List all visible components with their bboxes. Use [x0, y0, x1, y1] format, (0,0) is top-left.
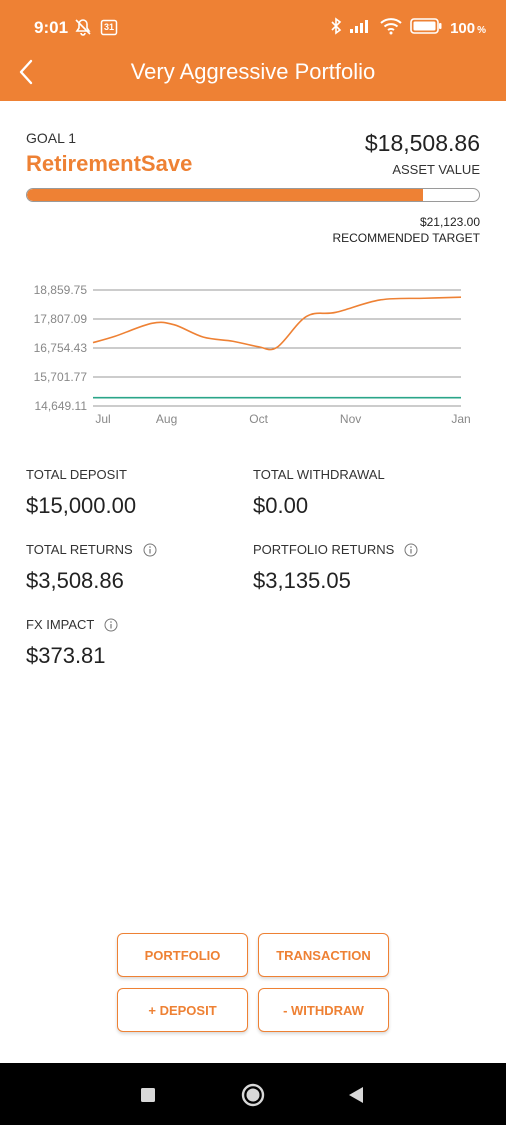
battery-icon — [410, 18, 442, 38]
total-withdrawal-value: $0.00 — [253, 493, 309, 518]
circle-icon — [241, 1083, 265, 1107]
recents-button[interactable] — [140, 1087, 156, 1108]
y-tick-label: 18,859.75 — [34, 283, 88, 297]
y-tick-label: 14,649.11 — [35, 399, 88, 413]
portfolio-returns-value: $3,135.05 — [253, 568, 351, 593]
y-tick-label: 17,807.09 — [34, 312, 88, 326]
goal-label: GOAL 1 — [26, 130, 77, 146]
page-title: Very Aggressive Portfolio — [130, 59, 376, 84]
goal-name: RetirementSave — [26, 151, 193, 176]
signal-icon — [350, 18, 372, 38]
portfolio-value-line — [92, 296, 462, 351]
total-deposit-value: $15,000.00 — [26, 493, 137, 518]
x-tick-label: Oct — [249, 412, 268, 426]
back-nav-button[interactable] — [348, 1086, 364, 1109]
total-withdrawal-label: TOTAL WITHDRAWAL — [253, 467, 385, 482]
total-returns-value: $3,508.86 — [26, 568, 124, 593]
portfolio-button[interactable]: PORTFOLIO — [117, 933, 248, 977]
withdraw-button[interactable]: - WITHDRAW — [258, 988, 389, 1032]
x-tick-label: Nov — [340, 412, 361, 426]
x-tick-label: Jul — [95, 412, 110, 426]
calendar-day: 31 — [103, 22, 114, 32]
battery-level: 100% — [450, 19, 486, 37]
info-icon[interactable] — [104, 618, 118, 632]
wifi-icon — [380, 17, 402, 39]
square-icon — [141, 1088, 155, 1102]
goal-progress-fill — [27, 189, 423, 201]
status-bar: 9:01 31 100% — [0, 0, 506, 52]
portfolio-line-chart: 18,859.75 17,807.09 16,754.43 15,701.77 14,6… — [34, 283, 471, 426]
status-time: 9:01 — [34, 18, 69, 37]
transaction-button[interactable]: TRANSACTION — [258, 933, 389, 977]
x-tick-label: Aug — [156, 412, 177, 426]
bluetooth-icon — [330, 17, 342, 39]
portfolio-chart[interactable]: 18,859.75 17,807.09 16,754.43 15,701.77 14,6… — [0, 276, 506, 436]
recommended-target-value: $21,123.00 — [419, 215, 480, 229]
asset-value-label: ASSET VALUE — [392, 162, 480, 177]
goal-progress-bar — [26, 188, 480, 202]
app-header: 9:01 31 100% — [0, 0, 506, 101]
home-button[interactable] — [241, 1083, 265, 1112]
system-nav-bar — [0, 1063, 506, 1125]
back-button[interactable] — [12, 54, 40, 90]
notifications-muted-icon — [74, 18, 92, 41]
recommended-target-label: RECOMMENDED TARGET — [332, 231, 480, 245]
calendar-icon: 31 — [100, 18, 118, 36]
total-returns-label: TOTAL RETURNS — [26, 542, 157, 557]
y-tick-label: 15,701.77 — [34, 370, 88, 384]
x-tick-label: Jan — [451, 412, 470, 426]
portfolio-returns-label: PORTFOLIO RETURNS — [253, 542, 418, 557]
triangle-back-icon — [349, 1087, 363, 1103]
deposit-button[interactable]: + DEPOSIT — [117, 988, 248, 1032]
battery-unit: % — [477, 24, 486, 36]
info-icon[interactable] — [143, 543, 157, 557]
total-deposit-label: TOTAL DEPOSIT — [26, 467, 127, 482]
y-tick-label: 16,754.43 — [34, 341, 88, 355]
fx-impact-value: $373.81 — [26, 643, 106, 668]
fx-impact-label: FX IMPACT — [26, 617, 118, 632]
chevron-left-icon — [19, 59, 33, 85]
info-icon[interactable] — [404, 543, 418, 557]
asset-value: $18,508.86 — [364, 130, 480, 156]
